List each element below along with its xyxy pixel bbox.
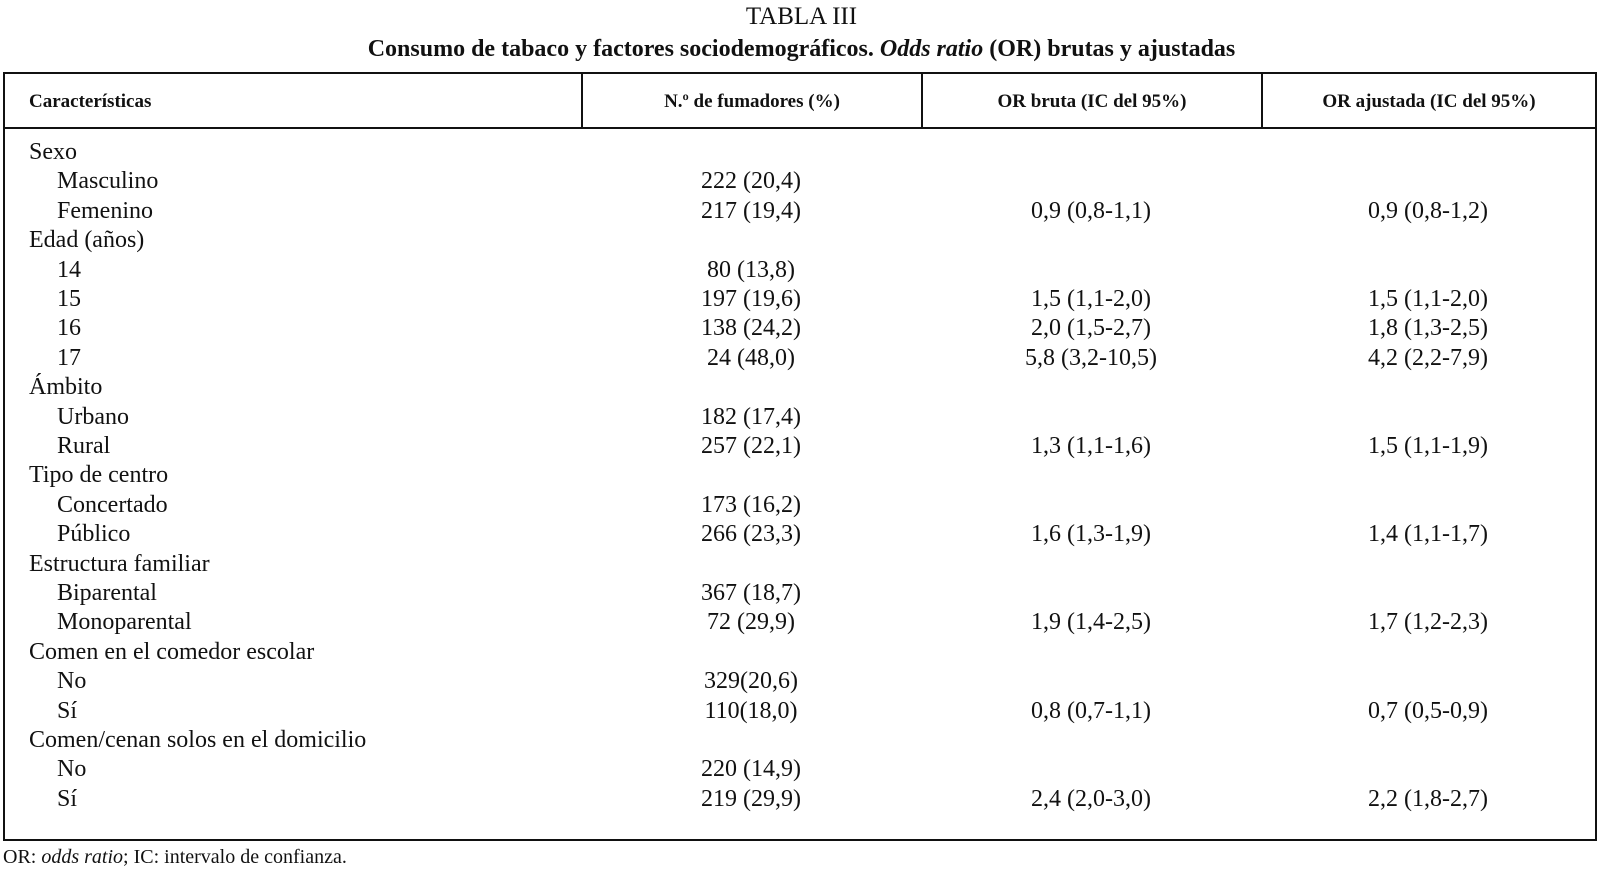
data-cell: 257 (22,1): [701, 433, 801, 459]
footnote-italic: odds ratio: [41, 846, 124, 868]
data-cell: 222 (20,4): [701, 168, 801, 195]
data-cell: 219 (29,9): [701, 785, 801, 812]
row-label: Urbano: [57, 403, 129, 430]
data-cell: 0,9 (0,8-1,1): [1031, 197, 1151, 224]
subtitle-text: (OR) brutas y ajustadas: [983, 36, 1236, 62]
data-cell: 1,8 (1,3-2,5): [1368, 315, 1488, 342]
data-cell: 0,8 (0,7-1,1): [1031, 697, 1151, 724]
group-label: Comen/cenan solos en el domicilio: [29, 727, 367, 753]
data-cell: 2,2 (1,8-2,7): [1368, 785, 1488, 812]
header-cell: OR bruta (IC del 95%): [921, 74, 1261, 129]
data-cell: 2,0 (1,5-2,7): [1031, 315, 1151, 342]
data-cell: 1,3 (1,1-1,6): [1031, 433, 1151, 459]
header-cell: OR ajustada (IC del 95%): [1261, 74, 1595, 129]
row-label: Biparental: [57, 580, 157, 606]
row-label: No: [57, 756, 87, 783]
row-label: Concertado: [57, 491, 168, 518]
row-label: 14: [57, 256, 81, 283]
data-cell: 5,8 (3,2-10,5): [1025, 344, 1157, 371]
row-label: Femenino: [57, 197, 153, 224]
data-cell: 1,5 (1,1-1,9): [1368, 433, 1488, 459]
group-label: Estructura familiar: [29, 550, 210, 577]
table-subtitle: Consumo de tabaco y factores sociodemogr…: [0, 34, 1603, 64]
data-cell: 80 (13,8): [707, 256, 795, 283]
row-label: 16: [57, 315, 81, 342]
data-cell: 197 (19,6): [701, 286, 801, 312]
data-cell: 217 (19,4): [701, 197, 801, 224]
row-label: 15: [57, 286, 81, 312]
subtitle-italic: Odds ratio: [879, 36, 984, 62]
data-cell: 110(18,0): [704, 697, 798, 724]
subtitle-text: Consumo de tabaco y factores sociodemogr…: [367, 36, 880, 62]
table: Características N.º de fumadores (%) OR br…: [3, 72, 1597, 841]
data-cell: 1,5 (1,1-2,0): [1031, 286, 1151, 312]
data-cell: 173 (16,2): [701, 491, 801, 518]
data-cell: 329(20,6): [704, 668, 798, 695]
header-cell: N.º de fumadores (%): [581, 74, 921, 129]
row-label: Sí: [57, 697, 78, 724]
group-label: Ámbito: [29, 374, 103, 401]
data-cell: 4,2 (2,2-7,9): [1368, 344, 1488, 371]
group-label: Tipo de centro: [29, 462, 169, 489]
data-cell: 138 (24,2): [701, 315, 801, 342]
row-label: Rural: [57, 433, 111, 459]
row-label: 17: [57, 344, 81, 371]
row-label: Sí: [57, 785, 78, 812]
data-cell: 0,9 (0,8-1,2): [1368, 197, 1488, 224]
row-label: No: [57, 668, 87, 695]
data-cell: 367 (18,7): [701, 580, 801, 606]
footnote: OR: odds ratio; IC: intervalo de confian…: [3, 845, 347, 869]
data-cell: 1,4 (1,1-1,7): [1368, 521, 1488, 548]
data-cell: 220 (14,9): [701, 756, 801, 783]
data-cell: 0,7 (0,5-0,9): [1368, 697, 1488, 724]
table-title: TABLA III: [745, 3, 858, 30]
row-label: Masculino: [57, 168, 159, 195]
data-cell: 266 (23,3): [701, 521, 801, 548]
data-cell: 72 (29,9): [707, 609, 795, 636]
group-label: Edad (años): [29, 227, 145, 254]
data-cell: 2,4 (2,0-3,0): [1031, 785, 1151, 812]
data-cell: 1,7 (1,2-2,3): [1368, 609, 1488, 636]
data-cell: 24 (48,0): [707, 344, 795, 371]
footnote-text: OR:: [3, 846, 42, 868]
group-label: Sexo: [29, 139, 77, 165]
data-cell: 182 (17,4): [701, 403, 801, 430]
data-cell: 1,5 (1,1-2,0): [1368, 286, 1488, 312]
header-cell: Características: [5, 74, 581, 129]
row-label: Monoparental: [57, 609, 192, 636]
data-cell: 1,9 (1,4-2,5): [1031, 609, 1151, 636]
row-label: Público: [57, 521, 131, 548]
footnote-text: ; IC: intervalo de confianza.: [123, 846, 347, 868]
group-label: Comen en el comedor escolar: [29, 638, 315, 665]
data-cell: 1,6 (1,3-1,9): [1031, 521, 1151, 548]
